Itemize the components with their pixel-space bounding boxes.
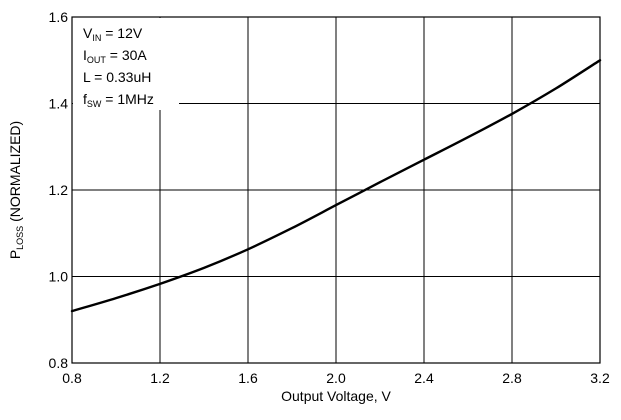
x-tick-label-0: 0.8 — [62, 370, 82, 386]
y-tick-label-1: 1.0 — [49, 269, 69, 285]
y-axis-label: PLOSS (NORMALIZED) — [7, 121, 25, 259]
y-tick-label-4: 1.6 — [49, 9, 69, 25]
x-axis-label: Output Voltage, V — [281, 388, 391, 404]
x-tick-label-3: 2.0 — [326, 370, 346, 386]
x-tick-label-5: 2.8 — [502, 370, 522, 386]
annotation-line-2: L = 0.33uH — [83, 69, 151, 85]
y-tick-labels: 0.8 1.0 1.2 1.4 1.6 — [49, 9, 69, 371]
annotation-line-1: IOUT = 30A — [83, 47, 147, 65]
y-tick-label-2: 1.2 — [49, 182, 69, 198]
x-tick-label-4: 2.4 — [414, 370, 434, 386]
annotation-line-0: VIN = 12V — [83, 25, 143, 43]
series-layer — [70, 59, 602, 313]
plot-frame — [71, 16, 601, 364]
annotation-block: VIN = 12V IOUT = 30A L = 0.33uH fSW = 1MHz — [83, 25, 154, 109]
x-tick-labels: 0.8 1.2 1.6 2.0 2.4 2.8 3.2 — [62, 370, 610, 386]
grid — [72, 17, 600, 363]
annotation-background — [73, 18, 179, 110]
x-tick-label-1: 1.2 — [150, 370, 170, 386]
x-tick-label-6: 3.2 — [590, 370, 610, 386]
y-tick-label-3: 1.4 — [49, 96, 69, 112]
annotation-line-3: fSW = 1MHz — [83, 91, 154, 109]
series-line-0 — [70, 59, 602, 313]
x-tick-label-2: 1.6 — [238, 370, 258, 386]
y-tick-label-0: 0.8 — [49, 355, 69, 371]
